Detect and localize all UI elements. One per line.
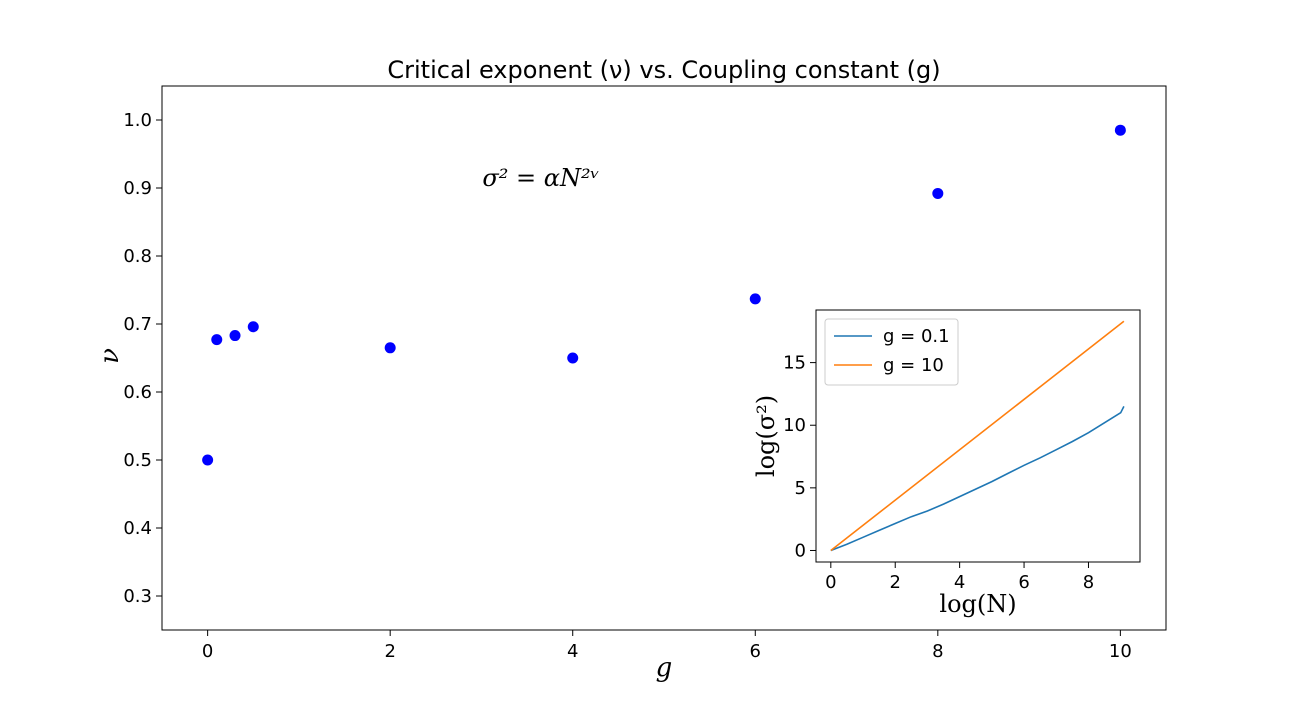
main-y-axis: 0.3 0.4 0.5 0.6 0.7 0.8 0.9 1.0 <box>123 110 162 607</box>
main-x-tick-label: 2 <box>384 641 395 662</box>
data-point <box>932 187 944 199</box>
inset-x-tick-label: 6 <box>1018 572 1029 593</box>
inset-y-tick-label: 10 <box>783 415 806 436</box>
main-x-tick: 8 <box>932 630 944 662</box>
inset-y-tick-label: 0 <box>795 540 806 561</box>
main-x-tick: 2 <box>384 630 396 662</box>
main-y-tick: 0.5 <box>123 450 162 471</box>
data-point <box>384 342 396 354</box>
legend-label-g-0-1: g = 0.1 <box>883 326 950 347</box>
data-point <box>567 352 579 364</box>
main-x-axis: 0 2 4 6 8 10 <box>202 630 1132 662</box>
inset-y-tick: 10 <box>783 415 816 436</box>
series-line <box>830 320 1125 552</box>
inset-lines <box>830 320 1125 552</box>
data-point <box>211 334 223 346</box>
main-y-tick-label: 1.0 <box>123 110 152 131</box>
main-y-tick-label: 0.3 <box>123 586 152 607</box>
inset-y-tick: 0 <box>795 540 816 561</box>
data-point <box>202 454 214 466</box>
main-x-tick: 6 <box>750 630 761 662</box>
main-x-tick-label: 4 <box>567 641 578 662</box>
main-y-tick-label: 0.4 <box>123 518 152 539</box>
main-x-tick-label: 0 <box>202 641 213 662</box>
data-point <box>229 330 241 342</box>
main-points <box>202 124 1126 466</box>
inset-y-axis: 0 5 10 15 <box>783 353 816 561</box>
main-plot-frame <box>161 85 1167 631</box>
main-y-tick: 0.6 <box>123 382 162 403</box>
main-y-tick: 0.7 <box>123 314 162 335</box>
inset-x-tick-label: 4 <box>954 572 965 593</box>
inset-legend: g = 0.1 g = 10 <box>824 318 959 386</box>
main-chart: Critical exponent (ν) vs. Coupling const… <box>95 56 1167 683</box>
main-y-tick: 0.4 <box>123 518 162 539</box>
main-y-tick-label: 0.5 <box>123 450 152 471</box>
main-x-tick-label: 6 <box>750 641 761 662</box>
inset-y-tick: 5 <box>795 478 816 499</box>
inset-y-tick-label: 5 <box>795 478 806 499</box>
inset-y-tick-label: 15 <box>783 353 806 374</box>
legend-label-g-10: g = 10 <box>883 355 944 376</box>
inset-x-tick: 4 <box>954 562 965 593</box>
data-point <box>749 293 761 305</box>
main-x-axis-label: g <box>656 653 673 683</box>
main-y-tick-label: 0.8 <box>123 246 152 267</box>
inset-x-axis-label: log(N) <box>939 590 1016 618</box>
main-y-axis-label: ν <box>95 348 125 364</box>
main-x-tick-label: 10 <box>1109 641 1132 662</box>
inset-x-tick: 8 <box>1083 562 1094 593</box>
inset-x-tick: 6 <box>1018 562 1030 593</box>
series-line <box>830 406 1125 552</box>
main-y-tick: 1.0 <box>123 110 162 131</box>
inset-x-tick-label: 2 <box>890 572 901 593</box>
main-y-tick-label: 0.6 <box>123 382 152 403</box>
inset-y-axis-label: log(σ²) <box>752 395 780 477</box>
main-x-tick-label: 8 <box>932 641 943 662</box>
inset-x-axis: 0 2 4 6 8 <box>825 562 1094 593</box>
inset-y-tick: 15 <box>783 353 816 374</box>
main-y-tick: 0.8 <box>123 246 162 267</box>
main-y-tick-label: 0.7 <box>123 314 152 335</box>
inset-x-tick-label: 8 <box>1083 572 1094 593</box>
data-point <box>247 321 259 333</box>
main-x-tick: 0 <box>202 630 213 662</box>
inset-x-tick: 0 <box>825 562 837 593</box>
main-y-tick-label: 0.9 <box>123 178 152 199</box>
main-x-tick: 4 <box>567 630 578 662</box>
formula-annotation: σ² = αN²ᵛ <box>482 164 599 192</box>
inset-x-tick-label: 0 <box>825 572 836 593</box>
main-y-tick: 0.3 <box>123 586 162 607</box>
inset-x-tick: 2 <box>890 562 901 593</box>
inset-chart: 0 2 4 6 8 0 5 10 15 log(N) log(σ²) g = 0.1 g = … <box>752 309 1141 618</box>
main-x-tick: 10 <box>1109 630 1132 662</box>
chart-title: Critical exponent (ν) vs. Coupling const… <box>387 56 940 84</box>
main-y-tick: 0.9 <box>123 178 162 199</box>
data-point <box>1114 124 1126 136</box>
